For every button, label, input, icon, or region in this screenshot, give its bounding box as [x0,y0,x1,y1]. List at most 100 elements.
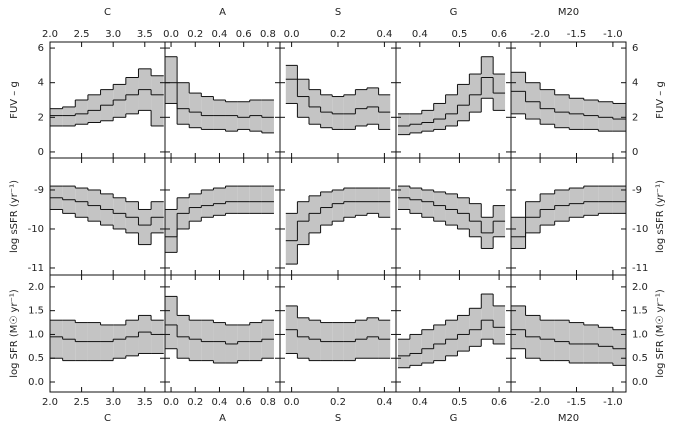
y-tick-label: 0.0 [28,377,44,388]
x-tick-label: 0.6 [491,397,507,408]
x-tick-label: 0.8 [260,29,276,40]
y-tick-label: 2 [632,112,638,123]
density-band [285,65,298,104]
y-axis-label: FUV – g [9,81,20,119]
x-tick-label: 0.0 [163,397,179,408]
x-tick-label: -1.0 [603,397,623,408]
x-tick-label: 0.5 [451,29,467,40]
x-axis-label: S [335,7,341,18]
density-band [151,320,164,354]
y-tick-label: 1.5 [28,306,44,317]
density-band [367,87,379,125]
y-tick-label: -9 [34,185,44,196]
density-band [138,315,152,354]
x-axis-label: M20 [558,413,579,424]
density-band [50,320,63,359]
density-band [343,188,356,218]
density-band [201,189,214,218]
x-tick-label: 0.2 [330,29,346,40]
density-band [62,320,76,361]
panel-frame [510,274,627,393]
density-band [261,186,274,214]
x-tick-label: -1.0 [603,29,623,40]
x-tick-label: 0.4 [212,29,228,40]
x-tick-label: 3.5 [137,397,153,408]
x-axis-label: A [219,7,226,18]
y-tick-label: 1.0 [28,329,44,340]
density-band [469,203,482,237]
density-band [177,82,190,125]
density-band [433,191,446,222]
density-band [332,189,344,222]
density-band [569,188,584,218]
density-band [87,94,101,123]
y-tick-label: 1.0 [632,329,648,340]
density-band [100,324,114,361]
y-tick-label: 6 [38,43,44,54]
x-tick-label: 0.4 [212,397,228,408]
x-axis-label: G [450,413,458,424]
density-band [75,100,88,125]
density-band [261,100,274,133]
y-tick-label: -10 [28,224,44,235]
x-tick-label: -1.5 [567,397,587,408]
density-band [457,315,470,352]
y-tick-label: 2.0 [632,282,648,293]
y-tick-label: -10 [632,224,648,235]
density-band [138,209,152,245]
y-tick-label: -11 [632,263,648,274]
x-tick-label: 0.6 [236,397,252,408]
y-axis-label: log sSFR (yr⁻¹) [9,180,20,253]
density-band [525,82,541,120]
y-tick-label: 2 [38,112,44,123]
x-axis-label: G [450,7,458,18]
density-band [583,100,599,130]
y-tick-label: 1.5 [632,306,648,317]
density-band [225,186,238,214]
density-band [237,101,250,130]
x-tick-label: 0.2 [330,397,346,408]
density-band [367,317,379,359]
density-band [343,94,356,130]
density-band [201,96,214,130]
density-band [493,74,506,111]
y-tick-label: 0 [38,147,44,158]
density-band [612,186,626,214]
y-tick-label: 6 [632,43,638,54]
y-axis-label: log SFR (M☉ yr⁻¹) [9,289,20,378]
x-tick-label: 0.0 [284,29,300,40]
density-band [511,305,526,349]
x-tick-label: 0.0 [163,29,179,40]
density-band [213,322,226,363]
density-band [237,324,250,361]
y-axis-label: log sSFR (yr⁻¹) [655,180,666,253]
density-band [397,339,410,368]
density-band [189,93,202,128]
density-band [125,320,139,356]
density-band [62,106,76,126]
density-band [421,189,434,218]
density-band [320,191,333,226]
x-tick-label: 0.4 [376,397,392,408]
density-band [409,334,422,366]
y-axis-label: FUV – g [655,81,666,119]
density-band [50,108,63,126]
density-band [113,324,126,359]
x-tick-label: 0.4 [376,29,392,40]
density-band [554,320,570,361]
density-band [511,217,526,249]
x-tick-label: 0.2 [187,397,203,408]
y-tick-label: 4 [632,78,638,89]
density-band [598,327,613,363]
density-band [540,89,555,125]
density-band [378,188,391,218]
x-tick-label: 2.5 [74,397,90,408]
density-band [540,320,555,361]
density-band [125,77,139,114]
y-tick-label: 2.0 [28,282,44,293]
density-band [355,89,367,126]
x-tick-label: 0.8 [260,397,276,408]
density-band [113,84,126,118]
y-tick-label: -11 [28,263,44,274]
density-band [201,320,214,361]
